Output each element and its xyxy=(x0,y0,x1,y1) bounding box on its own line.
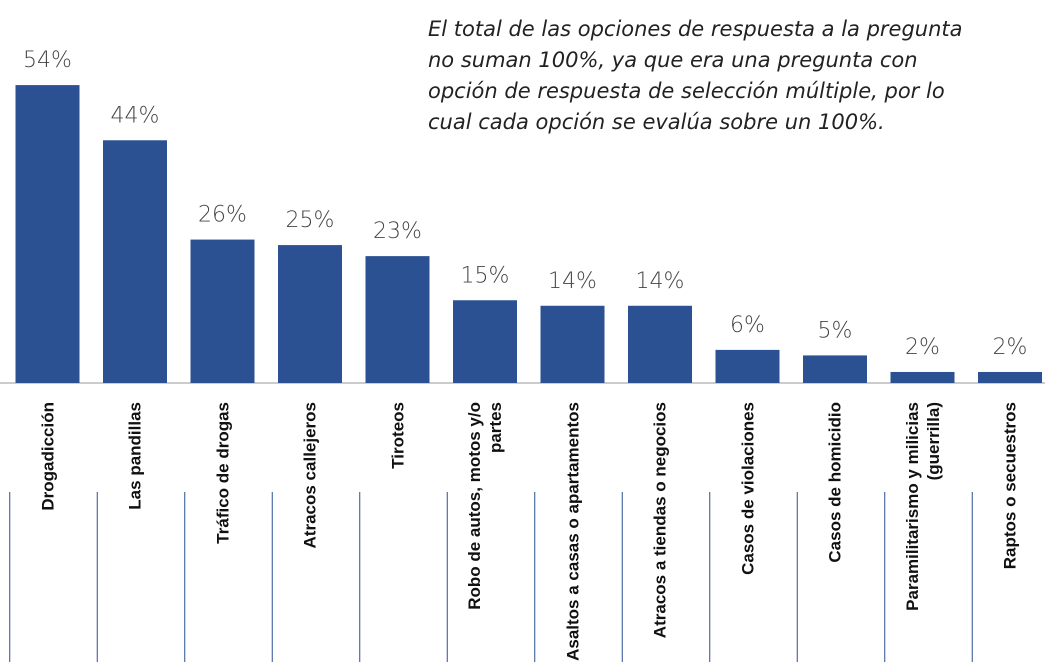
value-label: 2% xyxy=(993,335,1028,360)
bar xyxy=(365,256,430,383)
category-label: Tráfico de drogas xyxy=(213,402,232,544)
value-label: 14% xyxy=(548,269,597,294)
annotation-line: cual cada opción se evalúa sobre un 100%… xyxy=(428,110,885,134)
bar xyxy=(15,85,80,383)
value-label: 14% xyxy=(636,269,685,294)
category-label: Asaltos a casas o apartamentos xyxy=(563,402,582,661)
category-label: Atracos a tiendas o negocios xyxy=(650,402,670,639)
category-label: Robo de autos, motos y/o partes xyxy=(465,402,505,610)
value-label: 54% xyxy=(23,48,72,73)
annotation-line: opción de respuesta de selección múltipl… xyxy=(428,79,945,103)
bar xyxy=(803,355,867,383)
value-label: 26% xyxy=(198,203,247,228)
bar xyxy=(453,300,517,383)
category-label: Raptos o secuestros xyxy=(1000,402,1020,570)
category-label: Drogadicción xyxy=(38,402,57,511)
annotation-line: El total de las opciones de respuesta a … xyxy=(428,17,963,41)
bar xyxy=(890,371,955,383)
annotation-line: no suman 100%, ya que era una pregunta c… xyxy=(428,48,918,72)
category-label: Casos de homicidio xyxy=(825,402,845,563)
value-label: 6% xyxy=(730,313,765,338)
value-label: 25% xyxy=(286,208,335,233)
value-label: 5% xyxy=(818,318,853,343)
category-label: Las pandillas xyxy=(125,402,145,510)
category-label: Atracos callejeros xyxy=(300,402,320,549)
category-label: Casos de violaciones xyxy=(738,402,757,575)
bar xyxy=(978,371,1042,383)
value-label: 23% xyxy=(373,219,422,244)
bar xyxy=(190,239,255,383)
annotation: El total de las opciones de respuesta a … xyxy=(428,14,1045,138)
category-label: Tiroteos xyxy=(388,402,407,469)
value-label: 44% xyxy=(111,103,160,128)
bar xyxy=(103,140,167,383)
bar xyxy=(628,305,692,383)
value-label: 15% xyxy=(461,263,510,288)
bar xyxy=(540,305,605,383)
value-label: 2% xyxy=(905,335,940,360)
category-label: Paramilitarismo y milicias (guerrilla) xyxy=(902,402,943,611)
bar xyxy=(278,245,342,383)
bar xyxy=(715,349,780,383)
